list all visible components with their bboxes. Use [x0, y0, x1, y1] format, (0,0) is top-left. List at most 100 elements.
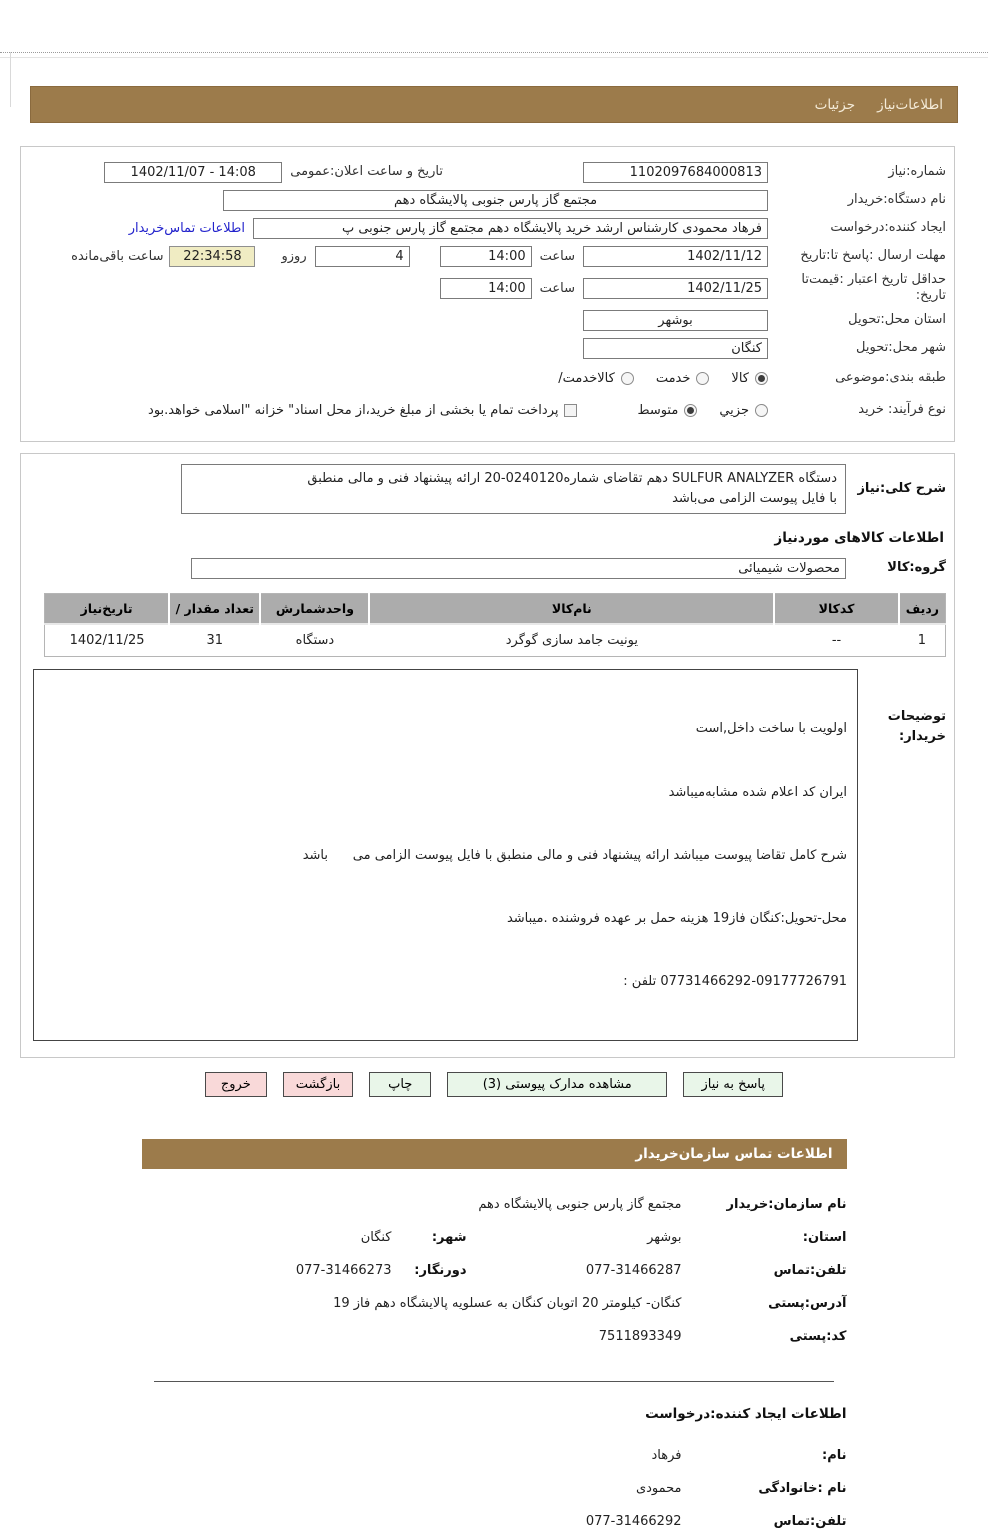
validity-label-line1: حداقل تاریخ اعتبار :قیمت‌تا: [801, 271, 946, 287]
top-dotted-separator: [0, 52, 988, 58]
creator-info-title: اطلاعات ایجاد کننده:درخواست: [645, 1406, 847, 1423]
org-phone-label: تلفن:تماس: [773, 1263, 847, 1279]
row-classification: طبقه بندی:موضوعی کالا خدمت کالاخدمت/: [33, 363, 946, 393]
view-attachments-button[interactable]: مشاهده مدارک پیوستی (3): [447, 1072, 668, 1098]
buyer-org-input[interactable]: مجتمع گاز پارس جنوبی پالایشگاه دهم: [223, 189, 768, 211]
radio-minor-label: جزيي: [719, 402, 749, 418]
announce-datetime-input[interactable]: 1402/11/07 - 14:08: [104, 161, 283, 183]
org-postal-label: کد:پستی: [789, 1329, 847, 1345]
buyer-notes-label: توضیحات خریدار:: [858, 669, 946, 1041]
col-need-date: تاریخ‌نیاز: [44, 593, 170, 625]
validity-time-input[interactable]: 14:00: [439, 277, 532, 299]
city-label: شهر محل:تحویل: [856, 339, 946, 355]
buyer-org-label: نام دستگاه:خریدار: [847, 191, 946, 207]
buyer-contact-link[interactable]: اطلاعات تماس‌خریدار: [128, 220, 245, 236]
radio-goods-service-label: کالاخدمت/: [558, 370, 615, 386]
row-creator: ایجاد کننده:درخواست فرهاد محمودی کارشناس…: [33, 215, 946, 241]
exit-button[interactable]: خروج: [204, 1072, 267, 1098]
deadline-time-input[interactable]: 14:00: [439, 245, 532, 267]
org-fax-label: دورنگار:: [414, 1263, 467, 1279]
province-input[interactable]: بوشهر: [583, 309, 768, 331]
org-city-value: کنگان: [360, 1230, 392, 1246]
creator-name-label: نام:: [822, 1448, 847, 1464]
need-number-input[interactable]: 1102097684000813: [583, 161, 768, 183]
col-unit: واحدشمارش: [259, 593, 370, 625]
row-creator-phone: تلفن:تماس 077-31466292: [142, 1514, 847, 1534]
countdown-timer: 22:34:58: [169, 245, 256, 267]
row-need-number: شماره:نیاز 1102097684000813 تاریخ و ساعت…: [33, 159, 946, 185]
remaining-hours-label: ساعت باقی‌مانده: [71, 248, 164, 264]
need-description-textarea[interactable]: دستگاه SULFUR ANALYZER دهم تقاضای شماره0…: [181, 464, 846, 515]
treasury-checkbox[interactable]: [564, 403, 578, 417]
page-left-rule: [10, 52, 11, 107]
org-city-label: شهر:: [431, 1230, 467, 1246]
creator-family-value: محمودی: [635, 1481, 682, 1497]
row-validity: حداقل تاریخ اعتبار :قیمت‌تا تاریخ: 1402/…: [33, 271, 946, 305]
org-contact-header: اطلاعات تماس سازمان‌خریدار: [141, 1139, 847, 1170]
row-buyer-org: نام دستگاه:خریدار مجتمع گاز پارس جنوبی پ…: [33, 187, 946, 213]
buyer-notes-label-line2: خریدار:: [899, 728, 946, 744]
deadline-date-input[interactable]: 1402/11/12: [583, 245, 768, 267]
cell-need-date: 1402/11/25: [44, 623, 170, 657]
row-org-address: آدرس:پستی کنگان- کیلومتر 20 اتوبان کنگان…: [142, 1296, 846, 1316]
treasury-note: پرداخت تمام یا بخشی از مبلغ خرید،از محل …: [148, 402, 559, 418]
radio-goods[interactable]: [755, 371, 768, 385]
need-number-label: شماره:نیاز: [888, 163, 946, 179]
org-fax-value: 077-31466273: [295, 1263, 392, 1279]
row-goods-group: گروه:کالا محصولات شیمیائی: [33, 558, 946, 580]
deadline-hour-label: ساعت: [539, 248, 575, 264]
process-label: نوع فرآیند: خرید: [858, 401, 946, 417]
row-org-province-city: استان: بوشهر شهر: کنگان: [142, 1230, 847, 1250]
org-province-value: بوشهر: [647, 1230, 682, 1246]
buyer-note-line: محل-تحویل:کنگان فاز19 هزینه حمل بر عهده …: [506, 910, 847, 926]
org-phone-value: 077-31466287: [585, 1263, 682, 1279]
back-button[interactable]: بازگشت: [282, 1072, 354, 1098]
creator-family-label: نام :خانوادگی: [758, 1481, 847, 1497]
cell-unit: دستگاه: [260, 623, 370, 657]
col-row-number: ردیف: [897, 593, 946, 625]
radio-goods-label: کالا: [731, 370, 749, 386]
org-province-label: استان:: [802, 1230, 847, 1246]
need-summary-panel: شماره:نیاز 1102097684000813 تاریخ و ساعت…: [20, 146, 955, 442]
buyer-notes-label-line1: توضیحات: [887, 709, 946, 725]
remaining-days-input[interactable]: 4: [314, 245, 410, 267]
col-item-name: نام‌کالا: [368, 593, 775, 625]
org-address-value: کنگان- کیلومتر 20 اتوبان کنگان به عسلویه…: [333, 1296, 682, 1312]
tab-bar: اطلاعات‌نیاز جزئیات: [30, 86, 958, 123]
classification-label: طبقه بندی:موضوعی: [835, 369, 946, 385]
creator-phone-label: تلفن:تماس: [773, 1514, 847, 1530]
need-description-label: شرح کلی:نیاز: [857, 480, 946, 496]
org-name-label: نام سازمان:خریدار: [726, 1197, 847, 1213]
action-buttons-row: پاسخ به نیاز مشاهده مدارک پیوستی (3) چاپ…: [0, 1072, 988, 1098]
reply-to-need-button[interactable]: پاسخ به نیاز: [683, 1072, 784, 1098]
section-divider: [154, 1381, 834, 1383]
radio-minor[interactable]: [755, 403, 768, 417]
province-label: استان محل:تحویل: [848, 311, 946, 327]
city-input[interactable]: کنگان: [583, 337, 768, 359]
radio-medium[interactable]: [684, 403, 698, 417]
radio-service[interactable]: [696, 371, 710, 385]
buyer-note-line: شرح کامل تقاضا پیوست میباشد ارائه پیشنها…: [302, 847, 847, 863]
cell-item-code: --: [774, 623, 899, 657]
creator-input[interactable]: فرهاد محمودی کارشناس ارشد خرید پالایشگاه…: [253, 217, 768, 239]
buyer-note-line: ایران کد اعلام شده مشابه‌میباشد: [668, 784, 847, 800]
org-postal-value: 7511893349: [598, 1329, 682, 1345]
tab-need-info[interactable]: اطلاعات‌نیاز: [877, 96, 943, 113]
validity-date-input[interactable]: 1402/11/25: [583, 277, 768, 299]
row-need-description: شرح کلی:نیاز دستگاه SULFUR ANALYZER دهم …: [33, 464, 946, 515]
goods-group-input[interactable]: محصولات شیمیائی: [191, 558, 846, 580]
goods-group-label: گروه:کالا: [887, 560, 946, 576]
radio-goods-service[interactable]: [620, 371, 634, 385]
cell-row-number: 1: [898, 623, 946, 657]
buyer-notes-box: اولویت با ساخت داخل,است ایران کد اعلام ش…: [33, 669, 858, 1042]
table-row[interactable]: 1 -- یونیت جامد سازی گوگرد دستگاه 31 140…: [44, 623, 946, 657]
creator-info-section: نام: فرهاد نام :خانوادگی محمودی تلفن:تما…: [142, 1448, 847, 1534]
tab-details[interactable]: جزئیات: [814, 96, 856, 113]
org-name-value: مجتمع گاز پارس جنوبی پالایشگاه دهم: [478, 1197, 682, 1213]
print-button[interactable]: چاپ: [369, 1072, 432, 1098]
buyer-note-line: 07731466292-09177726791 تلفن :: [623, 973, 847, 989]
row-org-name: نام سازمان:خریدار مجتمع گاز پارس جنوبی پ…: [142, 1197, 847, 1217]
row-province: استان محل:تحویل بوشهر: [33, 307, 946, 333]
days-label: روزو: [281, 248, 307, 264]
goods-info-title: اطلاعات کالاهای موردنیاز: [774, 530, 944, 547]
